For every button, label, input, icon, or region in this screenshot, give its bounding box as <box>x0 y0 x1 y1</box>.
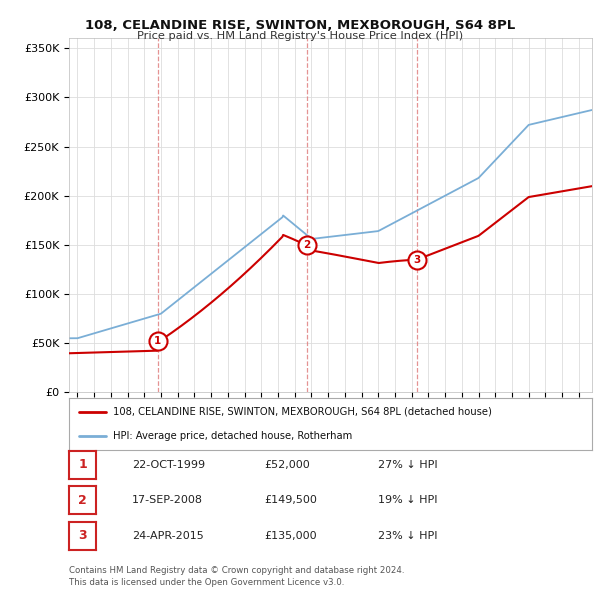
Text: 27% ↓ HPI: 27% ↓ HPI <box>378 460 437 470</box>
Text: 24-APR-2015: 24-APR-2015 <box>132 531 204 540</box>
Text: 1: 1 <box>78 458 87 471</box>
Text: Contains HM Land Registry data © Crown copyright and database right 2024.
This d: Contains HM Land Registry data © Crown c… <box>69 566 404 587</box>
Text: 108, CELANDINE RISE, SWINTON, MEXBOROUGH, S64 8PL: 108, CELANDINE RISE, SWINTON, MEXBOROUGH… <box>85 19 515 32</box>
Text: 17-SEP-2008: 17-SEP-2008 <box>132 496 203 505</box>
Text: Price paid vs. HM Land Registry's House Price Index (HPI): Price paid vs. HM Land Registry's House … <box>137 31 463 41</box>
Text: 23% ↓ HPI: 23% ↓ HPI <box>378 531 437 540</box>
Text: 2: 2 <box>303 240 310 250</box>
Text: 19% ↓ HPI: 19% ↓ HPI <box>378 496 437 505</box>
Text: 3: 3 <box>78 529 87 542</box>
Text: £135,000: £135,000 <box>264 531 317 540</box>
Text: 3: 3 <box>413 255 421 264</box>
Text: 2: 2 <box>78 494 87 507</box>
Text: HPI: Average price, detached house, Rotherham: HPI: Average price, detached house, Roth… <box>113 431 353 441</box>
Text: 22-OCT-1999: 22-OCT-1999 <box>132 460 205 470</box>
Text: £52,000: £52,000 <box>264 460 310 470</box>
Text: 1: 1 <box>154 336 161 346</box>
Text: 108, CELANDINE RISE, SWINTON, MEXBOROUGH, S64 8PL (detached house): 108, CELANDINE RISE, SWINTON, MEXBOROUGH… <box>113 407 493 417</box>
Text: £149,500: £149,500 <box>264 496 317 505</box>
